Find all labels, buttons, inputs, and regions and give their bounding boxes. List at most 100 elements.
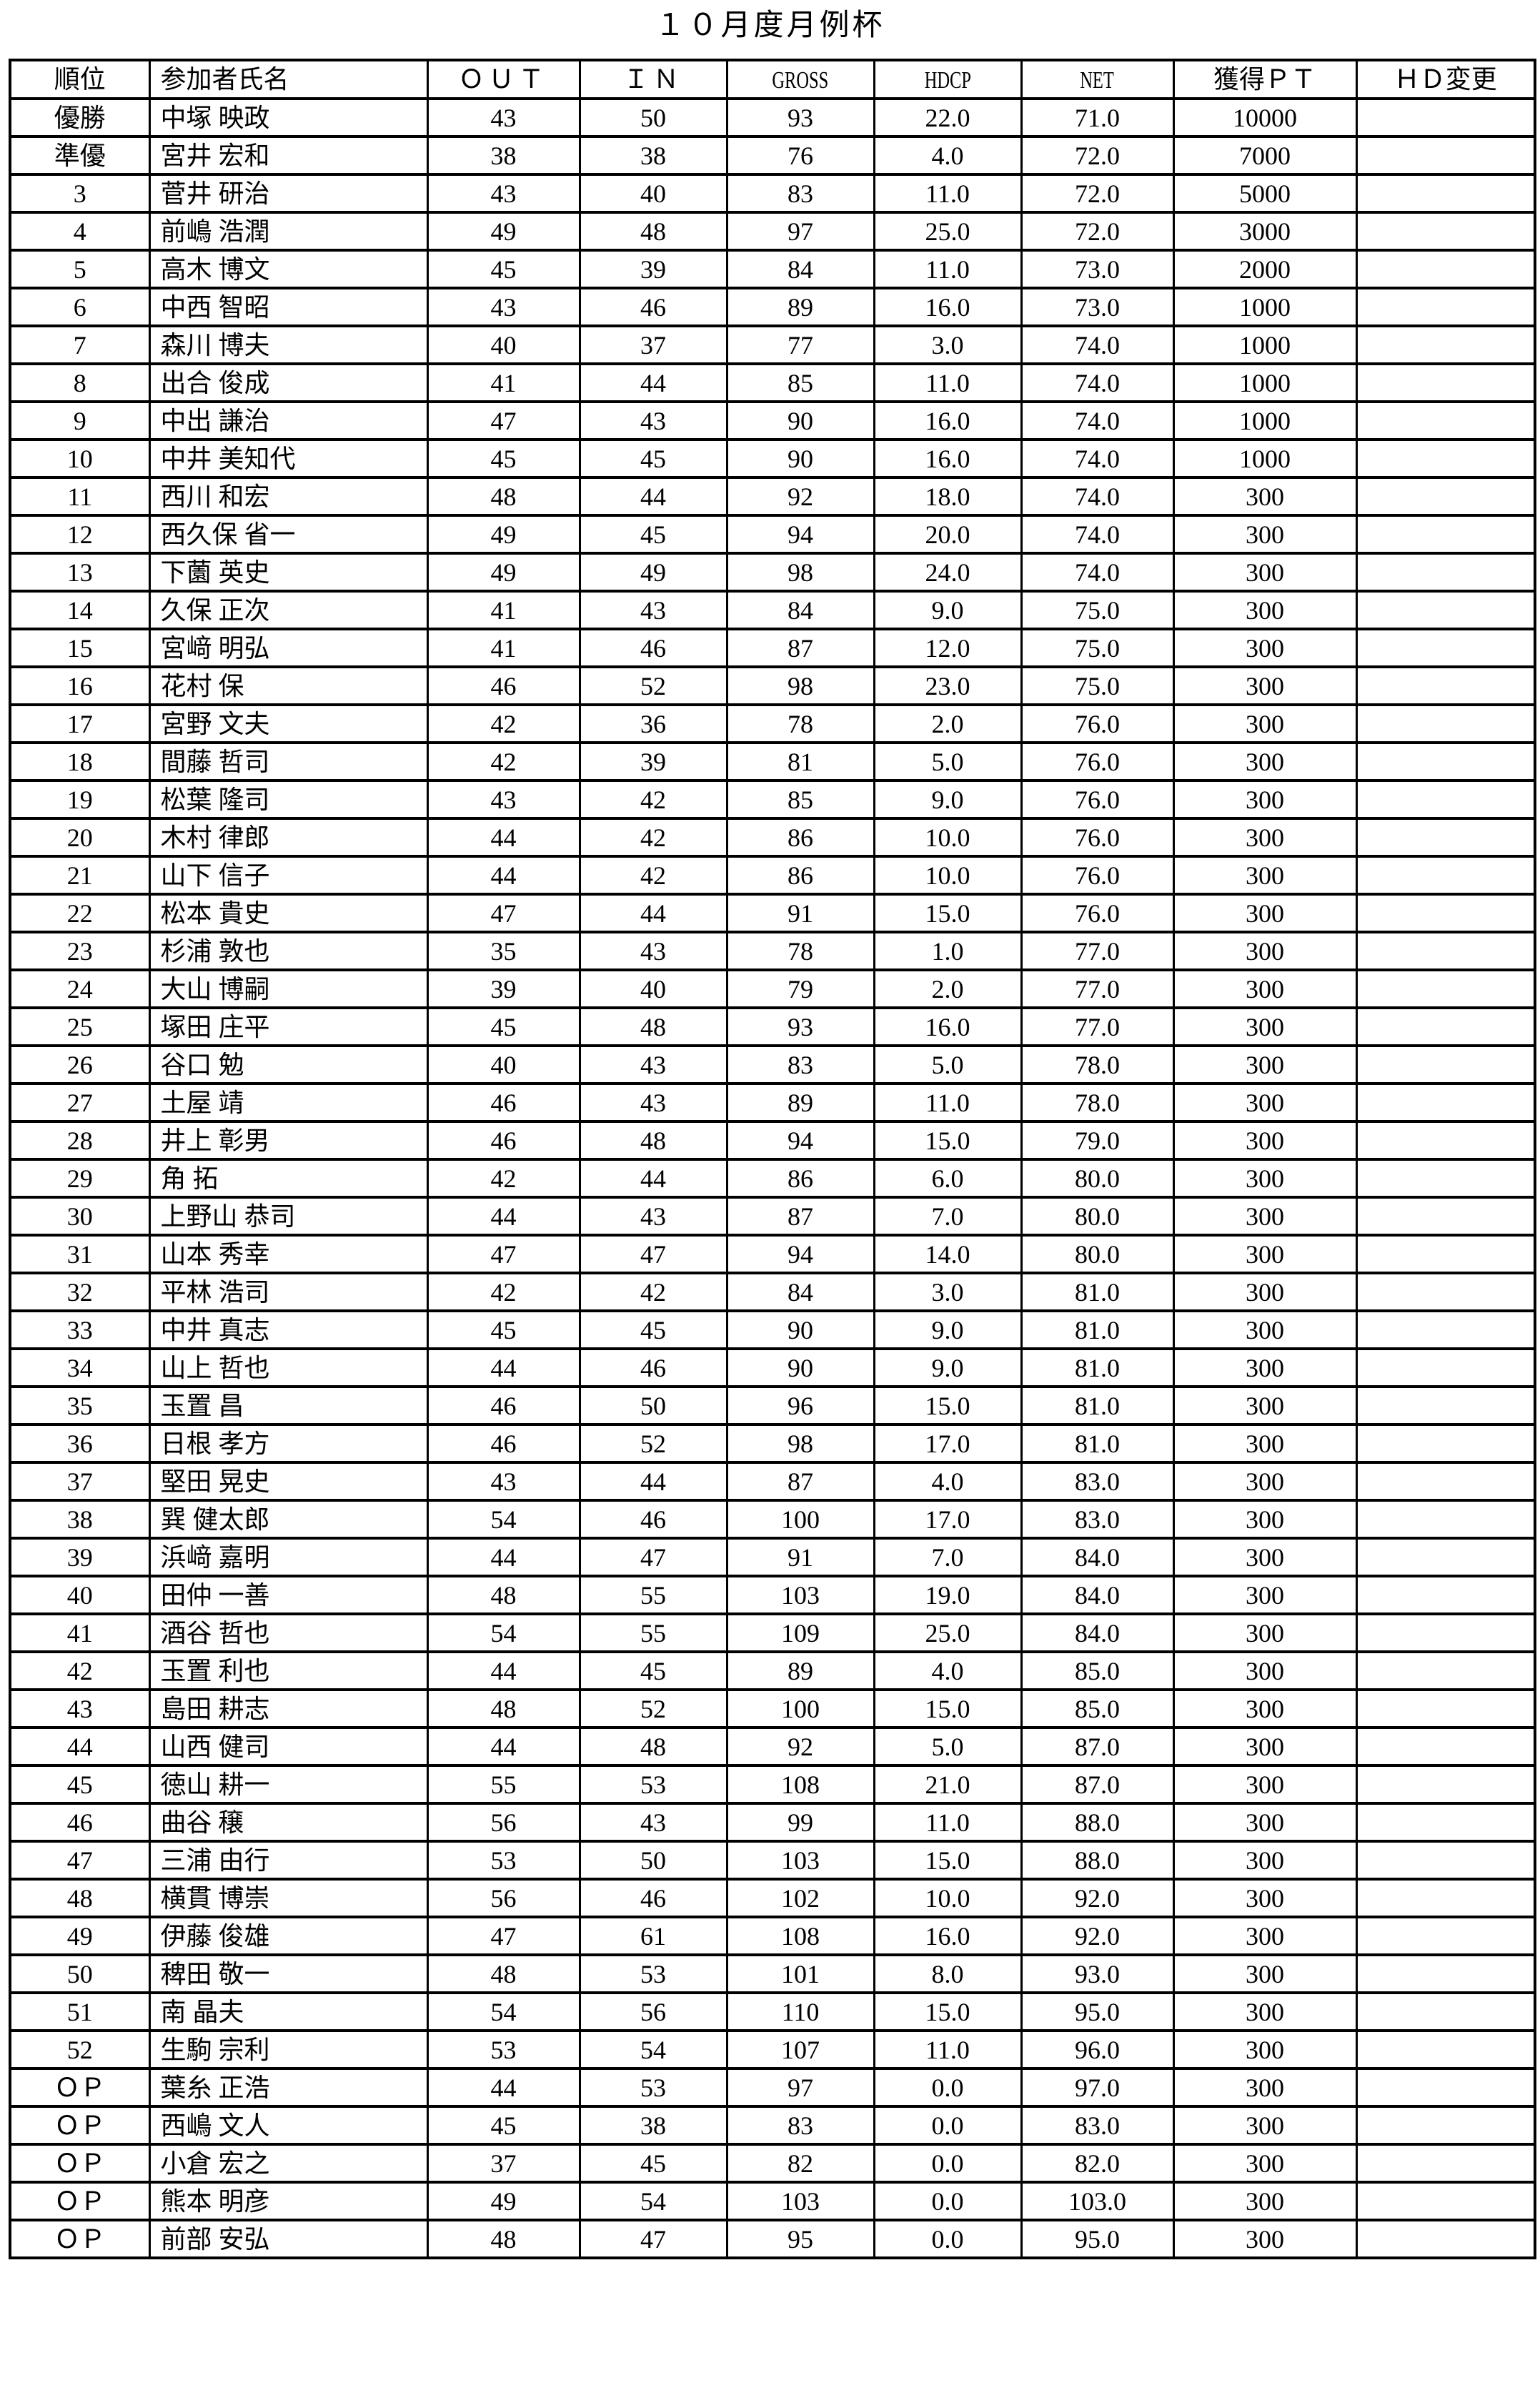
points-cell: 300 (1172, 1726, 1358, 1767)
net-cell: 81.0 (1020, 1347, 1175, 1388)
name-cell: 山上 哲也 (148, 1347, 429, 1388)
out-cell: 42 (426, 1272, 581, 1312)
out-cell: 46 (426, 1423, 581, 1464)
gross-cell: 92 (725, 1726, 875, 1767)
rank-cell: 46 (9, 1802, 151, 1843)
name-cell: 中出 謙治 (148, 400, 429, 441)
rank-cell: 22 (9, 893, 151, 933)
net-cell: 74.0 (1020, 476, 1175, 517)
table-row: 22 松本 貴史 47 44 91 15.0 76.0 300 (9, 893, 1536, 933)
out-cell: 53 (426, 1840, 581, 1881)
rank-cell: 45 (9, 1764, 151, 1805)
in-cell: 43 (578, 1044, 728, 1085)
name-cell: 日根 孝方 (148, 1423, 429, 1464)
points-cell: 300 (1172, 1840, 1358, 1881)
in-cell: 43 (578, 1196, 728, 1237)
header-row: 順位 参加者氏名 ＯＵＴ ＩＮ GROSS HDCP NET 獲得ＰＴ ＨＤ変更 (9, 59, 1536, 100)
in-cell: 56 (578, 1991, 728, 2032)
gross-cell: 85 (725, 362, 875, 403)
gross-cell: 91 (725, 893, 875, 933)
name-cell: 間藤 哲司 (148, 741, 429, 782)
hdcp-cell: 16.0 (873, 438, 1023, 479)
hdcp-cell: 0.0 (873, 2219, 1023, 2259)
rank-cell: 30 (9, 1196, 151, 1237)
net-cell: 83.0 (1020, 2105, 1175, 2146)
net-cell: 84.0 (1020, 1612, 1175, 1653)
net-cell: 80.0 (1020, 1158, 1175, 1199)
hd-change-cell (1355, 590, 1536, 630)
gross-cell: 108 (725, 1916, 875, 1956)
hd-change-cell (1355, 703, 1536, 744)
hd-change-cell (1355, 552, 1536, 593)
name-cell: 中塚 映政 (148, 97, 429, 138)
name-cell: 松本 貴史 (148, 893, 429, 933)
table-row: 35 玉置 昌 46 50 96 15.0 81.0 300 (9, 1385, 1536, 1426)
in-cell: 47 (578, 2219, 728, 2259)
hd-change-cell (1355, 1234, 1536, 1274)
net-cell: 81.0 (1020, 1385, 1175, 1426)
net-cell: 76.0 (1020, 703, 1175, 744)
points-cell: 10000 (1172, 97, 1358, 138)
net-cell: 88.0 (1020, 1802, 1175, 1843)
hd-change-cell (1355, 1158, 1536, 1199)
in-cell: 47 (578, 1234, 728, 1274)
points-cell: 3000 (1172, 211, 1358, 252)
rank-cell: 37 (9, 1461, 151, 1502)
net-cell: 76.0 (1020, 741, 1175, 782)
points-cell: 300 (1172, 1082, 1358, 1123)
table-row: 44 山西 健司 44 48 92 5.0 87.0 300 (9, 1726, 1536, 1767)
page-title: １０月度月例杯 (655, 9, 885, 42)
hdcp-cell: 11.0 (873, 2029, 1023, 2070)
name-cell: 塚田 庄平 (148, 1006, 429, 1047)
in-cell: 43 (578, 931, 728, 971)
gross-cell: 93 (725, 1006, 875, 1047)
gross-cell: 87 (725, 1196, 875, 1237)
hdcp-cell: 11.0 (873, 249, 1023, 289)
gross-cell: 96 (725, 1385, 875, 1426)
out-cell: 56 (426, 1802, 581, 1843)
out-cell: 40 (426, 1044, 581, 1085)
rank-cell: 18 (9, 741, 151, 782)
net-cell: 73.0 (1020, 287, 1175, 327)
hd-change-cell (1355, 2105, 1536, 2146)
hd-change-cell (1355, 476, 1536, 517)
gross-cell: 101 (725, 1953, 875, 1994)
rank-cell: 5 (9, 249, 151, 289)
header-hdcp: HDCP (873, 59, 1023, 100)
hdcp-cell: 4.0 (873, 1650, 1023, 1691)
table-row: ＯＰ 小倉 宏之 37 45 82 0.0 82.0 300 (9, 2143, 1536, 2184)
out-cell: 44 (426, 855, 581, 896)
hd-change-cell (1355, 779, 1536, 820)
name-cell: 徳山 耕一 (148, 1764, 429, 1805)
gross-cell: 83 (725, 1044, 875, 1085)
name-cell: 宮井 宏和 (148, 135, 429, 176)
hd-change-cell (1355, 1802, 1536, 1843)
net-cell: 78.0 (1020, 1044, 1175, 1085)
table-row: 48 横貫 博崇 56 46 102 10.0 92.0 300 (9, 1878, 1536, 1918)
name-cell: 前嶋 浩潤 (148, 211, 429, 252)
hdcp-cell: 10.0 (873, 855, 1023, 896)
gross-cell: 89 (725, 1082, 875, 1123)
points-cell: 1000 (1172, 362, 1358, 403)
hdcp-cell: 24.0 (873, 552, 1023, 593)
hdcp-cell: 5.0 (873, 1726, 1023, 1767)
points-cell: 300 (1172, 741, 1358, 782)
out-cell: 47 (426, 400, 581, 441)
rank-cell: 52 (9, 2029, 151, 2070)
gross-cell: 94 (725, 514, 875, 555)
net-cell: 103.0 (1020, 2181, 1175, 2221)
net-cell: 74.0 (1020, 362, 1175, 403)
name-cell: 熊本 明彦 (148, 2181, 429, 2221)
name-cell: 宮﨑 明弘 (148, 628, 429, 668)
rank-cell: 3 (9, 173, 151, 214)
rank-cell: 16 (9, 665, 151, 706)
points-cell: 300 (1172, 1234, 1358, 1274)
header-gross-label: GROSS (772, 66, 829, 94)
points-cell: 300 (1172, 552, 1358, 593)
rank-cell: 50 (9, 1953, 151, 1994)
net-cell: 87.0 (1020, 1726, 1175, 1767)
in-cell: 50 (578, 1840, 728, 1881)
hd-change-cell (1355, 1764, 1536, 1805)
hd-change-cell (1355, 173, 1536, 214)
table-row: 52 生駒 宗利 53 54 107 11.0 96.0 300 (9, 2029, 1536, 2070)
